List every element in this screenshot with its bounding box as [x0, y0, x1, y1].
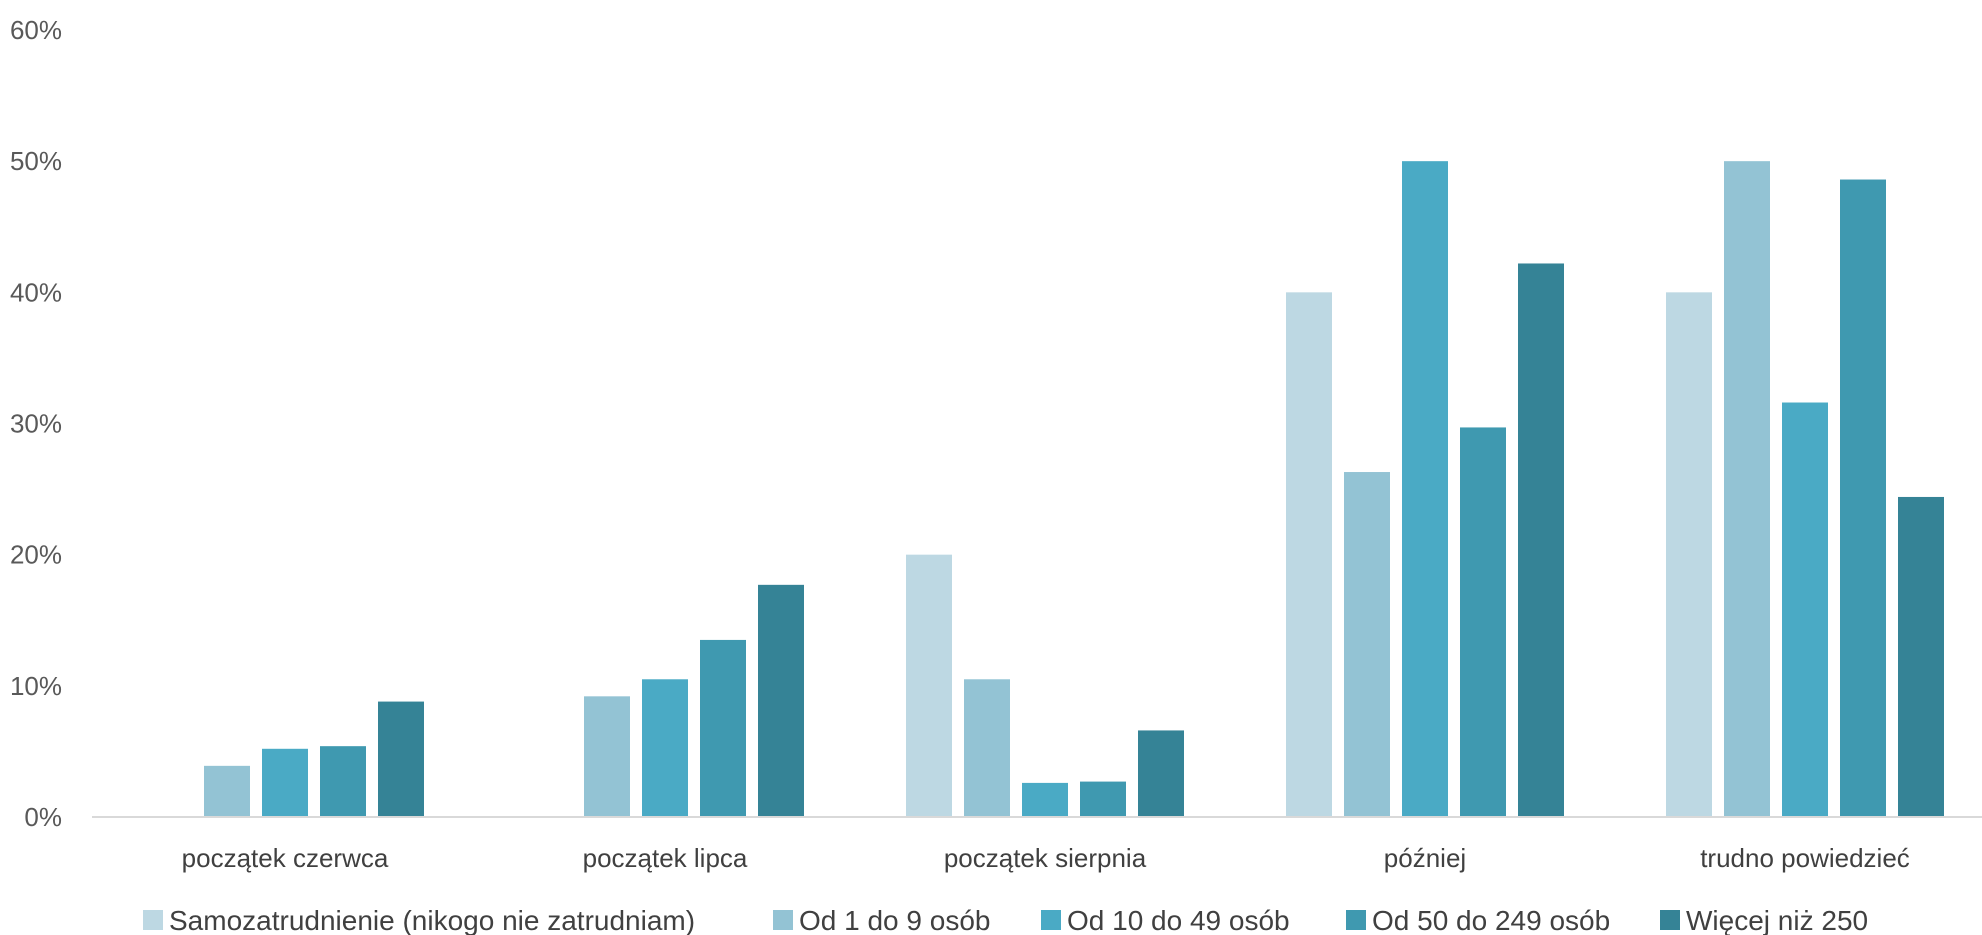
- bar: [1402, 161, 1448, 817]
- bar: [1666, 292, 1712, 817]
- y-axis: 0% 10% 20% 30% 40% 50% 60%: [10, 15, 62, 832]
- legend-label: Samozatrudnienie (nikogo nie zatrudniam): [169, 905, 695, 935]
- bar: [1138, 730, 1184, 817]
- bar: [906, 554, 952, 817]
- legend-swatch: [773, 910, 793, 930]
- bar: [1080, 781, 1126, 817]
- legend-swatch: [143, 910, 163, 930]
- legend-swatch: [1346, 910, 1366, 930]
- y-tick-label: 30%: [10, 409, 62, 439]
- x-category-label: początek czerwca: [182, 843, 389, 873]
- legend-swatch: [1041, 910, 1061, 930]
- x-category-label: później: [1384, 843, 1466, 873]
- bar: [1898, 496, 1944, 817]
- legend-item: Więcej niż 250: [1660, 905, 1868, 935]
- y-tick-label: 40%: [10, 277, 62, 307]
- x-category-label: początek lipca: [583, 843, 748, 873]
- legend-item: Od 50 do 249 osób: [1346, 905, 1610, 935]
- y-tick-label: 10%: [10, 671, 62, 701]
- bar: [262, 748, 308, 817]
- bar: [1724, 161, 1770, 817]
- y-tick-label: 60%: [10, 15, 62, 45]
- legend-item: Samozatrudnienie (nikogo nie zatrudniam): [143, 905, 695, 935]
- bar: [584, 696, 630, 817]
- x-category-label: trudno powiedzieć: [1700, 843, 1910, 873]
- y-tick-label: 0%: [24, 802, 62, 832]
- legend-label: Od 1 do 9 osób: [799, 905, 990, 935]
- bar: [378, 701, 424, 817]
- y-tick-label: 50%: [10, 146, 62, 176]
- bar: [1782, 402, 1828, 817]
- bar: [964, 679, 1010, 817]
- bar: [1344, 472, 1390, 817]
- bars: [204, 161, 1944, 817]
- bar: [1460, 427, 1506, 817]
- legend-label: Od 50 do 249 osób: [1372, 905, 1610, 935]
- bar: [758, 584, 804, 817]
- bar: [320, 746, 366, 817]
- bar: [642, 679, 688, 817]
- legend-label: Więcej niż 250: [1686, 905, 1868, 935]
- legend-item: Od 1 do 9 osób: [773, 905, 990, 935]
- legend: Samozatrudnienie (nikogo nie zatrudniam)…: [143, 905, 1868, 935]
- legend-swatch: [1660, 910, 1680, 930]
- bar: [1286, 292, 1332, 817]
- bar: [204, 765, 250, 817]
- x-axis: początek czerwca początek lipca początek s…: [182, 843, 1910, 873]
- bar: [1518, 263, 1564, 817]
- bar: [1022, 782, 1068, 817]
- legend-item: Od 10 do 49 osób: [1041, 905, 1290, 935]
- legend-label: Od 10 do 49 osób: [1067, 905, 1290, 935]
- y-tick-label: 20%: [10, 540, 62, 570]
- x-category-label: początek sierpnia: [944, 843, 1147, 873]
- bar: [1840, 179, 1886, 817]
- bar: [700, 639, 746, 817]
